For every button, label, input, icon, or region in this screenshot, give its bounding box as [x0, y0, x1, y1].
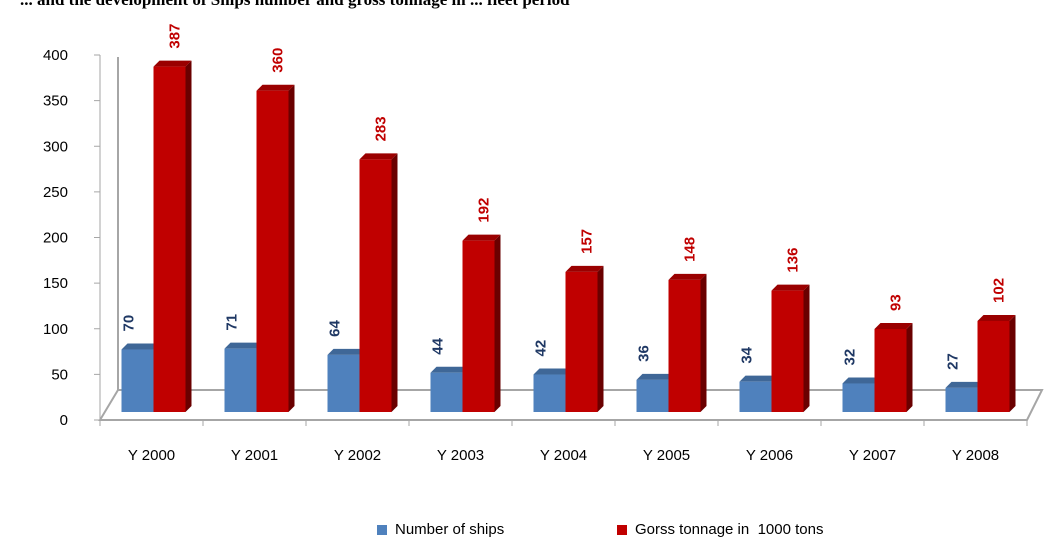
data-label-tonnage: 148	[682, 237, 699, 262]
data-label-ships: 44	[430, 337, 447, 354]
bar-tonnage	[668, 273, 707, 412]
data-label-tonnage: 157	[579, 229, 596, 254]
bar-ships	[636, 373, 675, 412]
chart-data-labels: 70 387 71 360 64 283 44 192 42 157 36 148 34 136 32 93 2…	[121, 24, 1008, 370]
data-label-ships: 32	[842, 349, 859, 366]
chart-title: ... and the development of Ships number …	[20, 0, 570, 10]
chart-bars	[121, 60, 1016, 413]
chart-legend: Number of ships Gorss tonnage in 1000 to…	[0, 521, 1045, 540]
x-tick-label: Y 2007	[849, 447, 896, 464]
data-label-tonnage: 360	[270, 48, 287, 73]
y-tick-label: 0	[60, 412, 68, 429]
bar-ships	[121, 343, 160, 412]
bar-tonnage	[977, 314, 1016, 412]
x-tick-label: Y 2001	[231, 447, 278, 464]
data-label-ships: 42	[533, 340, 550, 357]
y-tick-label: 250	[43, 184, 68, 201]
x-tick-label: Y 2005	[643, 447, 690, 464]
data-label-tonnage: 387	[167, 24, 184, 49]
data-label-tonnage: 93	[888, 294, 905, 311]
data-label-ships: 27	[945, 353, 962, 370]
bar-tonnage	[359, 153, 398, 413]
bar-tonnage	[153, 60, 192, 412]
y-tick-label: 150	[43, 275, 68, 292]
bar-tonnage	[462, 234, 501, 412]
bar-tonnage	[771, 284, 810, 412]
y-tick-label: 300	[43, 138, 68, 155]
data-label-tonnage: 283	[373, 116, 390, 141]
data-label-ships: 36	[636, 345, 653, 362]
x-tick-label: Y 2002	[334, 447, 381, 464]
legend-swatch-tonnage	[617, 524, 627, 535]
bar-tonnage	[565, 265, 604, 412]
legend-label-tonnage: Gorss tonnage in 1000 tons	[635, 521, 824, 538]
data-label-ships: 70	[121, 315, 138, 332]
bar-ships	[327, 348, 366, 412]
y-tick-label: 100	[43, 321, 68, 338]
y-tick-label: 200	[43, 230, 68, 247]
x-tick-label: Y 2004	[540, 447, 587, 464]
legend-label-ships: Number of ships	[395, 521, 505, 538]
data-label-ships: 71	[224, 314, 241, 331]
y-tick-label: 400	[43, 47, 68, 64]
data-label-ships: 64	[327, 320, 344, 337]
x-tick-label: Y 2000	[128, 447, 175, 464]
y-tick-label: 50	[51, 366, 68, 383]
data-label-tonnage: 192	[476, 198, 493, 223]
legend-swatch-ships	[377, 524, 387, 535]
legend-item-ships: Number of ships	[377, 521, 504, 538]
data-label-tonnage: 136	[785, 248, 802, 273]
legend-item-tonnage: Gorss tonnage in 1000 tons	[617, 521, 823, 538]
x-tick-label: Y 2006	[746, 447, 793, 464]
x-tick-label: Y 2008	[952, 447, 999, 464]
data-label-ships: 34	[739, 346, 756, 363]
y-tick-label: 350	[43, 93, 68, 110]
x-tick-label: Y 2003	[437, 447, 484, 464]
data-label-tonnage: 102	[991, 278, 1008, 303]
bar-tonnage	[874, 322, 913, 412]
bar-tonnage	[256, 84, 295, 412]
